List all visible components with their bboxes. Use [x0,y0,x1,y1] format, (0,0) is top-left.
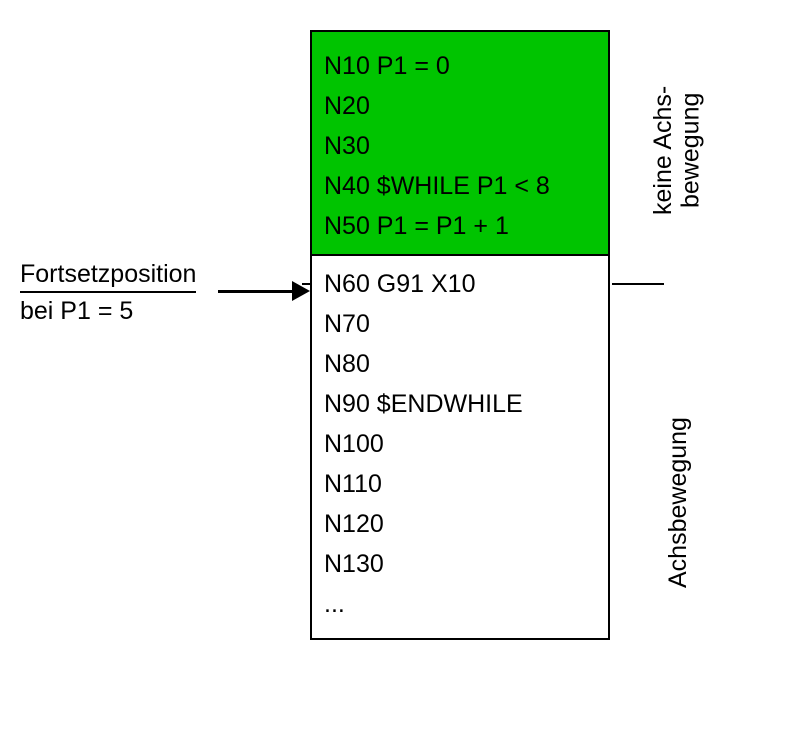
code-line: N10 P1 = 0 [324,46,596,86]
no-axis-movement-section: N10 P1 = 0 N20 N30 N40 $WHILE P1 < 8 N50… [312,32,608,256]
right-top-line2: bewegung [677,92,705,207]
divider-extension-right [612,283,664,285]
continuation-label-line1: Fortsetzposition [20,260,196,293]
axis-movement-label: Achsbewegung [664,300,693,705]
pointer-arrow [218,290,308,292]
code-line: N20 [324,86,596,126]
code-line: N110 [324,464,596,504]
code-line: N80 [324,344,596,384]
code-line: ... [324,584,596,624]
code-line: N120 [324,504,596,544]
right-top-line1: keine Achs- [649,85,677,214]
code-line: N40 $WHILE P1 < 8 [324,166,596,206]
code-line: N90 $ENDWHILE [324,384,596,424]
continuation-position-label: Fortsetzposition bei P1 = 5 [20,260,196,326]
code-line: N100 [324,424,596,464]
continuation-label-line2: bei P1 = 5 [20,297,196,326]
nc-program-diagram: Fortsetzposition bei P1 = 5 N10 P1 = 0 N… [0,0,799,737]
code-line: N30 [324,126,596,166]
code-line: N70 [324,304,596,344]
code-line: N130 [324,544,596,584]
divider-extension-left [302,283,310,285]
code-line: N60 G91 X10 [324,264,596,304]
code-line: N50 P1 = P1 + 1 [324,206,596,246]
arrow-line [218,290,298,293]
no-axis-movement-label: keine Achs- bewegung [650,30,705,270]
nc-code-box: N10 P1 = 0 N20 N30 N40 $WHILE P1 < 8 N50… [310,30,610,640]
axis-movement-section: N60 G91 X10 N70 N80 N90 $ENDWHILE N100 N… [312,256,608,638]
